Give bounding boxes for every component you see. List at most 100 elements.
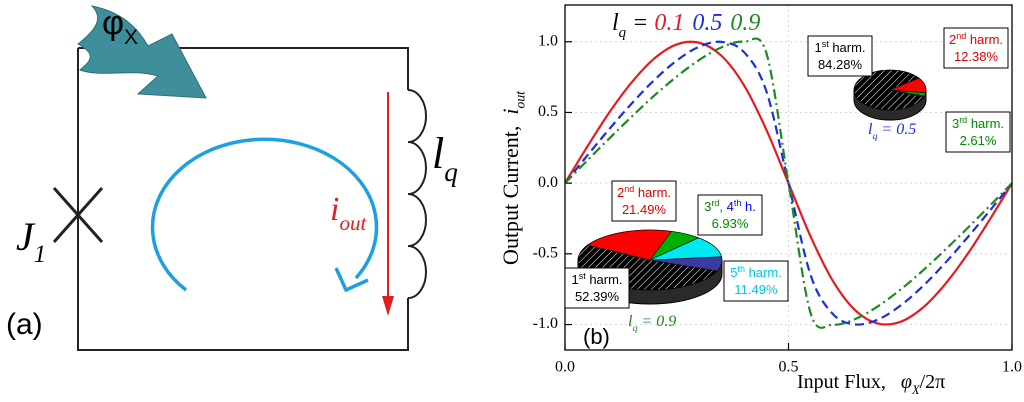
pie-category-label: 5th harm. — [730, 264, 782, 280]
pie-value-label: 21.49% — [622, 202, 667, 217]
label-part: 3 — [704, 199, 711, 214]
pie-value-label: 12.38% — [954, 49, 999, 64]
junction-label: J1 — [16, 214, 46, 268]
pie-slice — [853, 69, 925, 111]
pie-label-box — [945, 111, 1011, 153]
pie-category-label: 2nd harm. — [949, 31, 1003, 47]
text-part: X — [911, 383, 920, 397]
y-tick-label: 0.5 — [538, 103, 558, 120]
label-part: harm. — [966, 32, 1003, 47]
current-label: iout — [330, 191, 368, 235]
label-part: 4 — [727, 199, 734, 214]
pie-label-box — [943, 27, 1009, 69]
circuit-wire — [77, 47, 409, 351]
plot-lines — [565, 37, 1012, 329]
label-part: th — [737, 264, 745, 274]
flux-arrow — [77, 5, 207, 99]
label-part: harm. — [586, 272, 623, 287]
pie-value-label: 6.93% — [712, 216, 749, 231]
current-loop — [150, 137, 379, 292]
text-part: J — [16, 214, 36, 259]
y-tick-label: -1.0 — [533, 315, 558, 332]
label-part: st — [822, 39, 830, 49]
text-part: out — [513, 90, 528, 109]
pie-slice — [586, 229, 673, 261]
text-part: φ — [102, 4, 124, 42]
label-part: harm. — [967, 116, 1004, 131]
pie-category-label: 3rd harm. — [952, 115, 1004, 131]
inductance-label: lq — [432, 129, 458, 187]
inductor — [407, 89, 427, 299]
text-part: φ — [901, 371, 912, 393]
pie-category-label: 3rd, 4th h. — [704, 198, 756, 214]
current-arrow-head — [382, 296, 394, 316]
text-part: l — [628, 313, 633, 330]
label-part: harm. — [829, 40, 866, 55]
text-part: q — [632, 323, 637, 334]
label-part: 2 — [949, 32, 956, 47]
pie-label-box — [807, 35, 873, 77]
pie-slice — [889, 89, 927, 97]
y-tick-label: -0.5 — [533, 245, 558, 262]
junction-cross — [52, 187, 104, 243]
text-part: /2π — [920, 371, 946, 393]
label-part: nd — [624, 184, 634, 194]
label-part: 3 — [952, 116, 959, 131]
text-part: Output Current, — [498, 115, 523, 265]
text-part: Input Flux, — [797, 371, 901, 393]
pie-label-box — [723, 260, 789, 302]
label-part: harm. — [634, 185, 671, 200]
pie-label-box — [611, 180, 677, 222]
legend-entry: 0.9 — [730, 10, 760, 36]
pie-category-label: 1st harm. — [814, 39, 865, 55]
label-part: h. — [741, 199, 755, 214]
label-part: 1 — [814, 40, 821, 55]
pie-value-label: 52.39% — [575, 289, 620, 304]
text-part: i — [330, 191, 339, 228]
pie-value-label: 2.61% — [960, 133, 997, 148]
circuit: φX J1 lq iout (a) — [6, 4, 458, 351]
label-part: nd — [956, 31, 966, 41]
text-part: out — [339, 211, 367, 235]
series-line — [565, 37, 1012, 329]
pie-slice — [649, 237, 722, 261]
text-part: 1 — [34, 241, 46, 268]
label-part: th — [734, 198, 742, 208]
text-part: = — [626, 10, 654, 36]
label-part: 2 — [617, 185, 624, 200]
pie-caption: lq = 0.9 — [628, 313, 676, 334]
text-part: q — [619, 25, 627, 41]
panel-label: (b) — [583, 324, 610, 349]
text-part: q — [872, 131, 877, 142]
text-part: = 0.9 — [637, 313, 676, 330]
legend-entry: 0.1 — [654, 10, 684, 36]
label-part: 1 — [571, 272, 578, 287]
legend: lq = 0.1 0.5 0.9 — [612, 10, 760, 41]
y-tick-label: 1.0 — [538, 32, 558, 49]
pie-label-box — [564, 267, 630, 309]
y-tick-label: 0.0 — [538, 174, 558, 191]
text-part: X — [124, 26, 138, 49]
legend-entry: 0.5 — [692, 10, 722, 36]
pie-caption: lq = 0.5 — [868, 121, 916, 142]
text-part: l — [868, 121, 873, 138]
text-part: l — [612, 10, 619, 36]
label-part: harm. — [745, 265, 782, 280]
text-part: i — [498, 108, 523, 114]
label-part: rd — [711, 198, 719, 208]
label-part: 5 — [730, 265, 737, 280]
text-part: = 0.5 — [877, 121, 916, 138]
pie-category-label: 2nd harm. — [617, 184, 671, 200]
label-part: rd — [959, 115, 967, 125]
text-part: l — [432, 129, 444, 178]
x-tick-label: 1.0 — [1002, 359, 1022, 376]
current-loop-head — [334, 267, 369, 293]
label-part: st — [579, 271, 587, 281]
plot-frame — [564, 4, 1013, 351]
pie-category-label: 1st harm. — [571, 271, 622, 287]
pie-value-label: 11.49% — [734, 282, 778, 297]
x-tick-label: 0.0 — [555, 359, 575, 376]
panel-label: (a) — [6, 308, 43, 341]
pie-label-box — [697, 194, 763, 236]
